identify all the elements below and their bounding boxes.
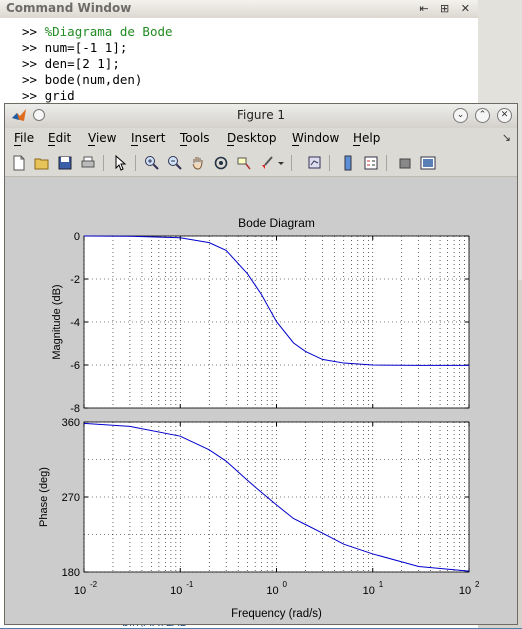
menu-view[interactable]: View [88,131,117,145]
command-history: >> %Diagrama de Bode >> num=[-1 1]; >> den… [22,24,173,104]
y-axis-label: Phase (deg) [38,467,50,527]
figure-titlebar[interactable]: Figure 1 ⌄ ⌃ ✕ [5,104,517,129]
command-line: >> num=[-1 1]; [22,40,173,56]
menu-mnemonic-underline [14,145,21,146]
hide-plot-tools-icon[interactable] [396,154,414,172]
legend-icon[interactable] [362,154,380,172]
command-line: >> bode(num,den) [22,72,173,88]
command-window-titlebar: Command Window ⇤ ⊞ ✕ [0,0,478,19]
menu-mnemonic-underline [292,145,299,146]
command-line: >> %Diagrama de Bode [22,24,173,40]
menu-mnemonic-underline [48,145,55,146]
menu-file[interactable]: File [14,131,35,145]
figure-window: Figure 1 ⌄ ⌃ ✕ ↘ File Edit View Insert Tools… [4,103,518,625]
close-icon[interactable]: ✕ [497,108,512,123]
menu-mnemonic-underline [353,145,360,146]
command-text: den=[2 1]; [44,56,120,71]
phase-curve [83,422,470,572]
command-line: >> den=[2 1]; [22,56,173,72]
menu-edit[interactable]: Edit [48,131,72,145]
menu-mnemonic-underline [180,145,187,146]
minimize-icon[interactable]: ⌄ [453,108,468,123]
y-tick-label: 270 [62,492,80,504]
command-text: num=[-1 1]; [44,40,128,55]
y-tick-label: -2 [70,274,80,286]
command-text: grid [44,88,75,103]
pan-hand-icon[interactable] [189,154,207,172]
x-tick-exponent: -2 [90,580,98,589]
prompt: >> [22,56,38,71]
colorbar-icon[interactable] [339,154,357,172]
menu-mnemonic-underline [131,145,138,146]
y-tick-label: 0 [74,231,80,243]
x-tick-label: 10 [266,585,278,597]
x-tick-exponent: 1 [379,580,384,589]
print-icon[interactable] [79,154,97,172]
command-line: >> grid [22,88,173,104]
command-text: bode(num,den) [44,72,143,87]
zoom-out-icon[interactable] [166,154,184,172]
save-icon[interactable] [56,154,74,172]
zoom-in-icon[interactable] [143,154,161,172]
y-tick-label: -6 [70,360,80,372]
bode-diagram: Bode Diagram 0 -2 -4 -6 -8 Magnitude (dB) 360 27… [38,216,480,620]
x-tick-label: 10 [170,585,182,597]
menu-mnemonic-underline [88,145,95,146]
command-window-title: Command Window [6,1,132,15]
y-axis-label: Magnitude (dB) [51,284,63,359]
command-window-controls[interactable]: ⇤ ⊞ ✕ [419,2,474,15]
menu-window[interactable]: Window [292,131,340,145]
chart-title: Bode Diagram [238,216,315,230]
figure-title: Figure 1 [236,108,286,122]
prompt: >> [22,88,38,103]
prompt: >> [22,40,38,55]
matlab-logo-icon [12,109,26,121]
y-tick-label: 180 [62,567,80,579]
show-plot-tools-icon[interactable] [419,154,437,172]
x-tick-exponent: 0 [283,580,288,589]
x-tick-exponent: 2 [475,580,480,589]
menu-insert[interactable]: Insert [131,131,166,145]
prompt: >> [22,72,38,87]
brush-icon[interactable] [258,154,276,172]
menu-tools[interactable]: Tools [180,131,210,145]
x-tick-label: 10 [74,585,86,597]
maximize-icon[interactable]: ⌃ [475,108,490,123]
y-tick-label: 360 [62,417,80,429]
menu-desktop[interactable]: Desktop [227,131,277,145]
figure-menubar: ↘ File Edit View Insert Tools Desktop Window He… [5,128,517,150]
prompt: >> [22,24,38,39]
x-axis-label: Frequency (rad/s) [231,608,322,620]
rotate-3d-icon[interactable] [212,154,230,172]
y-tick-label: -4 [70,317,80,329]
y-tick-label: -8 [70,403,80,415]
x-tick-exponent: -1 [186,580,194,589]
command-text: %Diagrama de Bode [44,24,173,39]
menu-mnemonic-underline [227,145,234,146]
link-plot-icon[interactable] [306,154,324,172]
magnitude-curve [83,235,469,366]
edit-plot-arrow-icon[interactable] [111,154,129,172]
new-figure-icon[interactable] [10,154,28,172]
x-tick-label: 10 [459,585,471,597]
brush-dropdown-icon[interactable] [276,154,286,172]
x-tick-label: 10 [363,585,375,597]
figure-toolbar [5,150,517,177]
pin-icon[interactable] [33,109,45,121]
dock-arrow-icon[interactable]: ↘ [501,131,511,144]
data-cursor-icon[interactable] [235,154,253,172]
figure-canvas[interactable]: Bode Diagram 0 -2 -4 -6 -8 Magnitude (dB) 360 27… [5,177,517,624]
menu-help[interactable]: Help [353,131,381,145]
open-file-icon[interactable] [33,154,51,172]
